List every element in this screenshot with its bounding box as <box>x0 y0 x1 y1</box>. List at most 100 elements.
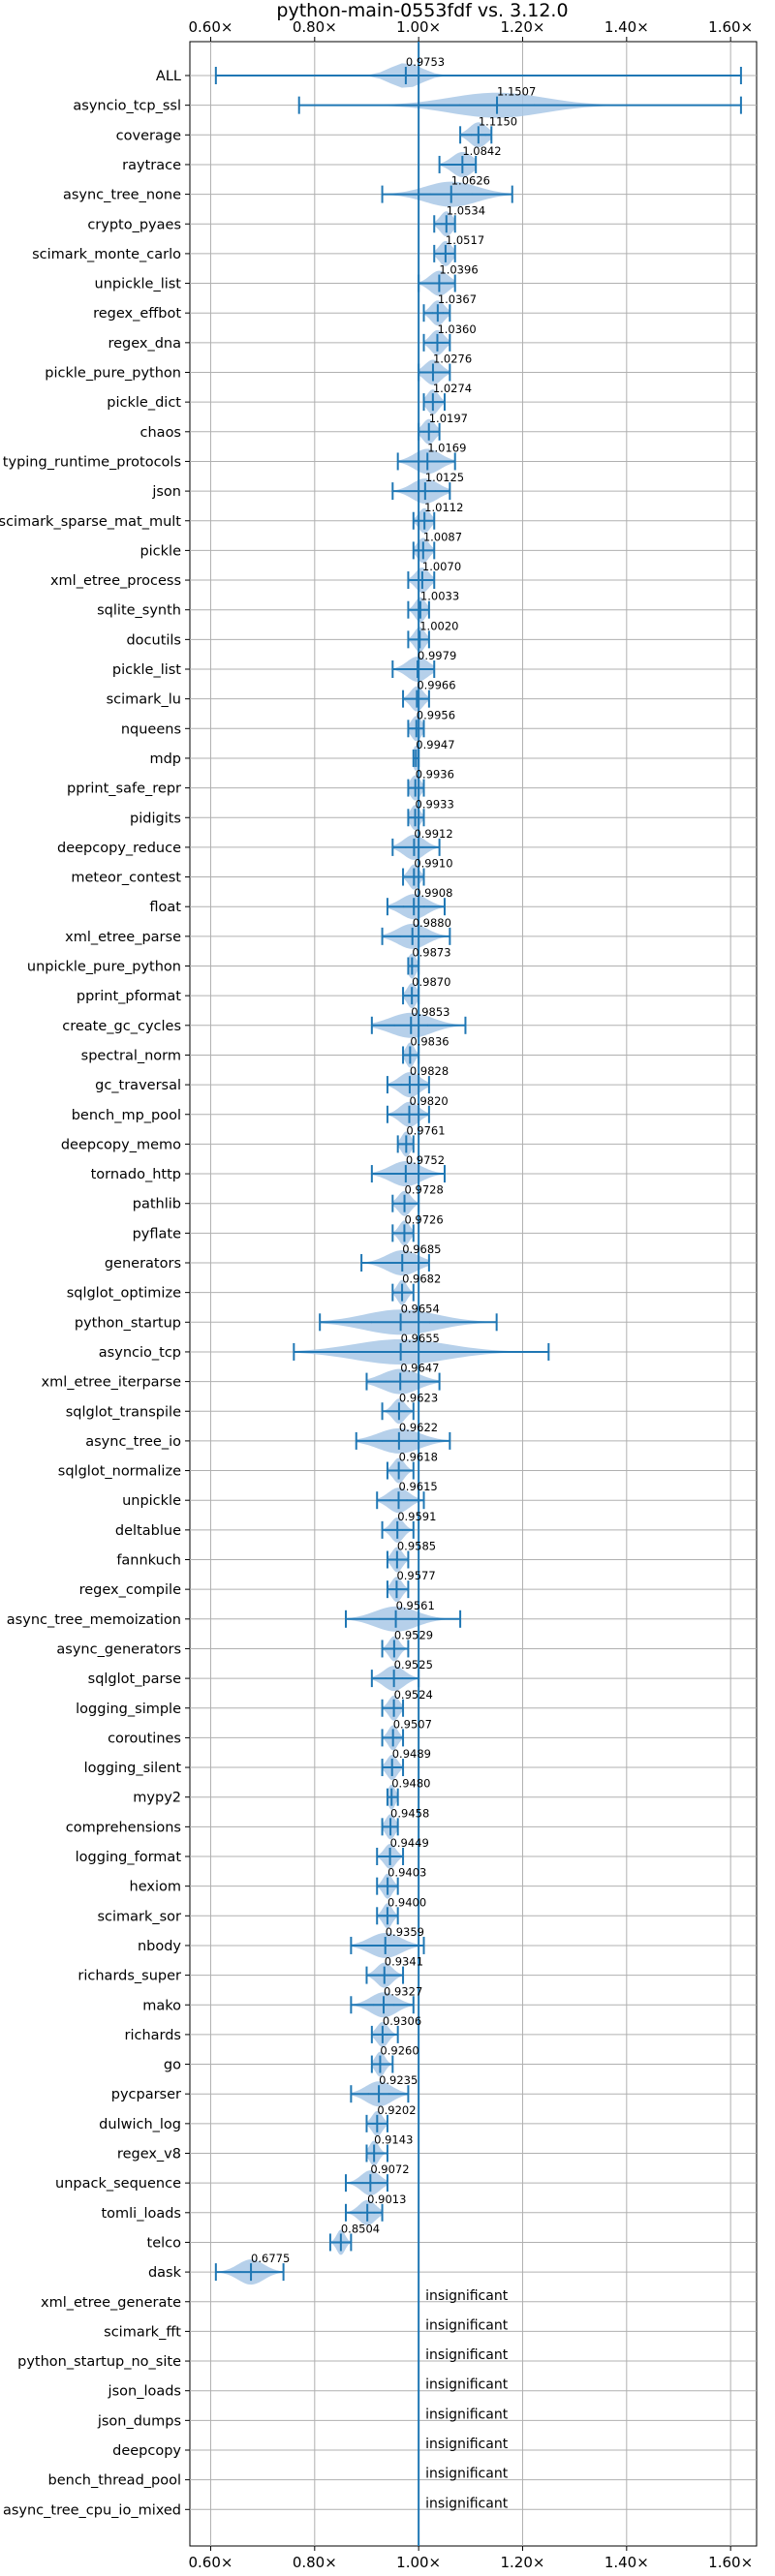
value-label: 0.9836 <box>410 1034 449 1048</box>
benchmark-label: typing_runtime_protocols <box>3 454 181 470</box>
value-label: 0.9880 <box>413 916 451 930</box>
value-label: 0.9013 <box>367 2193 406 2206</box>
benchmark-label: unpickle_list <box>95 277 182 292</box>
value-label: 0.9524 <box>394 1688 433 1702</box>
value-label: 0.9577 <box>396 1569 435 1582</box>
value-label: 0.9853 <box>411 1005 450 1019</box>
value-label: 1.0087 <box>423 530 462 543</box>
value-label: 0.9726 <box>404 1212 443 1226</box>
x-tick-label-bottom: 1.00× <box>396 2554 441 2571</box>
value-label: 0.9359 <box>386 1925 424 1939</box>
benchmark-label: go <box>164 2058 181 2073</box>
value-label: 0.6775 <box>251 2252 290 2265</box>
value-label: 1.0125 <box>425 471 464 484</box>
value-label: 0.9529 <box>394 1628 433 1641</box>
value-label: 1.0396 <box>439 263 478 277</box>
benchmark-label: richards <box>124 2028 181 2043</box>
benchmark-label: unpickle_pure_python <box>27 960 181 975</box>
benchmark-label: asyncio_tcp <box>99 1345 181 1361</box>
value-label: 0.9615 <box>398 1480 437 1493</box>
value-label: 0.9828 <box>410 1064 449 1078</box>
value-label: 0.8504 <box>341 2222 380 2235</box>
value-label: 0.9480 <box>391 1777 430 1791</box>
value-label: 0.9956 <box>417 708 455 721</box>
insignificant-label: insignificant <box>425 2377 509 2393</box>
benchmark-label: coverage <box>116 128 181 143</box>
insignificant-label: insignificant <box>425 2467 509 2482</box>
benchmark-label: deepcopy <box>112 2443 181 2459</box>
benchmark-label: dulwich_log <box>99 2117 181 2132</box>
benchmark-label: python_startup_no_site <box>17 2354 181 2370</box>
value-label: 1.0070 <box>422 560 461 573</box>
benchmark-label: scimark_sparse_mat_mult <box>0 514 181 530</box>
value-label: 0.9561 <box>396 1599 435 1612</box>
value-label: 0.9235 <box>379 2073 418 2087</box>
benchmark-label: logging_format <box>76 1850 182 1865</box>
benchmark-label: mdp <box>149 751 181 767</box>
benchmark-label: logging_silent <box>84 1761 182 1776</box>
benchmark-label: pidigits <box>130 811 181 826</box>
value-label: 0.9327 <box>384 1984 422 1998</box>
benchmark-label: regex_v8 <box>117 2147 181 2162</box>
value-label: 1.0360 <box>437 322 476 336</box>
benchmark-label: xml_etree_parse <box>65 930 181 945</box>
chart-title: python-main-0553fdf vs. 3.12.0 <box>276 0 568 21</box>
benchmark-label: chaos <box>140 425 181 441</box>
value-label: 0.9761 <box>406 1123 445 1137</box>
benchmark-label: pycparser <box>111 2087 181 2102</box>
benchmark-label: nqueens <box>121 721 181 737</box>
benchmark-label: pickle_dict <box>107 395 181 411</box>
x-tick-label-top: 1.20× <box>501 18 545 36</box>
value-label: 0.9260 <box>380 2044 418 2058</box>
data-labels: 0.9753 1.1507 1.1150 1.0842 1.0626 1.0534 1.05… <box>251 55 536 2511</box>
value-label: 0.9306 <box>383 2014 421 2028</box>
benchmark-label: tornado_http <box>91 1167 181 1182</box>
benchmark-label: bench_thread_pool <box>48 2473 181 2489</box>
benchmark-label: deepcopy_reduce <box>57 841 181 856</box>
value-label: 0.9947 <box>416 738 454 751</box>
x-tick-label-top: 1.60× <box>708 18 753 36</box>
value-label: 1.0033 <box>420 590 459 603</box>
value-label: 0.9403 <box>388 1866 426 1880</box>
benchmark-label: mako <box>142 1998 181 2013</box>
insignificant-label: insignificant <box>425 2496 509 2511</box>
benchmark-label: scimark_lu <box>107 692 181 708</box>
value-label: 0.9072 <box>370 2162 409 2176</box>
benchmark-label: pprint_safe_repr <box>67 782 181 797</box>
value-label: 0.9820 <box>409 1094 448 1108</box>
benchmark-label: json_loads <box>108 2384 181 2400</box>
value-label: 0.9654 <box>401 1302 440 1315</box>
benchmark-label: xml_etree_generate <box>41 2295 181 2311</box>
value-label: 0.9966 <box>417 679 455 692</box>
x-tick-label-top: 0.80× <box>293 18 337 36</box>
benchmark-label: meteor_contest <box>71 871 181 886</box>
benchmark-label: pprint_pformat <box>77 989 181 1004</box>
value-label: 0.9623 <box>399 1391 438 1404</box>
benchmark-label: mypy2 <box>133 1791 181 1806</box>
benchmark-label: python_startup <box>75 1315 181 1331</box>
value-label: 1.0276 <box>433 353 472 366</box>
value-label: 1.0169 <box>427 441 466 454</box>
value-label: 1.0626 <box>451 174 490 188</box>
benchmark-label: ALL <box>156 69 181 84</box>
benchmark-label: sqlglot_optimize <box>67 1286 181 1302</box>
x-tick-label-bottom: 1.20× <box>501 2554 545 2571</box>
benchmark-label: pyflate <box>133 1226 181 1242</box>
benchmark-label: json_dumps <box>97 2413 181 2429</box>
value-label: 0.9507 <box>393 1717 432 1731</box>
value-label: 0.9728 <box>405 1183 444 1197</box>
value-label: 1.0517 <box>446 233 484 247</box>
benchmark-label: regex_dna <box>108 336 181 352</box>
benchmark-label: deltablue <box>115 1523 181 1539</box>
value-label: 1.0842 <box>462 144 501 158</box>
grid-lines <box>185 42 757 2546</box>
benchmark-label: coroutines <box>108 1731 181 1746</box>
value-label: 0.9647 <box>400 1362 439 1375</box>
benchmark-label: tomli_loads <box>101 2206 181 2222</box>
value-label: 1.0112 <box>424 501 463 514</box>
value-label: 0.9870 <box>412 975 450 989</box>
benchmark-label: async_generators <box>56 1641 181 1657</box>
value-label: 0.9400 <box>388 1895 426 1909</box>
benchmark-label: spectral_norm <box>81 1048 181 1063</box>
